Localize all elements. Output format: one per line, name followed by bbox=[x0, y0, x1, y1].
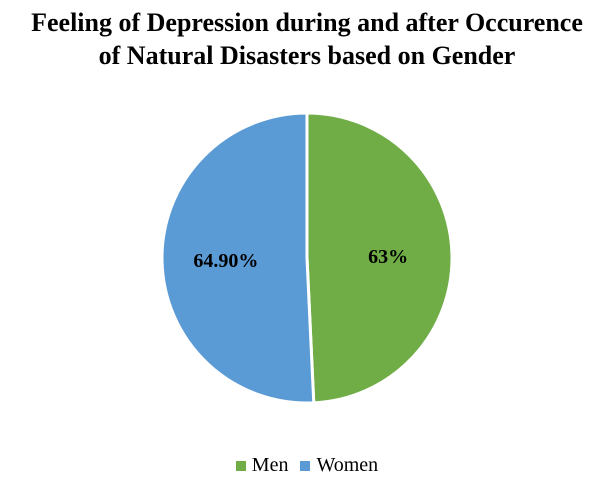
legend: Men Women bbox=[0, 454, 614, 477]
legend-swatch-men bbox=[235, 460, 246, 471]
legend-label-women: Women bbox=[316, 454, 379, 476]
legend-label-men: Men bbox=[251, 454, 289, 476]
legend-swatch-women bbox=[300, 460, 311, 471]
pie-slice-men bbox=[305, 111, 454, 405]
pie-label-women: 64.90% bbox=[193, 250, 258, 272]
chart-title: Feeling of Depression during and after O… bbox=[0, 6, 614, 72]
chart-title-line-1: Feeling of Depression during and after O… bbox=[31, 8, 583, 37]
chart-title-line-2: of Natural Disasters based on Gender bbox=[98, 41, 516, 70]
pie-slice-women bbox=[160, 111, 316, 405]
legend-item-women: Women bbox=[300, 454, 378, 477]
pie-label-men: 63% bbox=[368, 246, 408, 268]
legend-item-men: Men bbox=[235, 454, 289, 477]
